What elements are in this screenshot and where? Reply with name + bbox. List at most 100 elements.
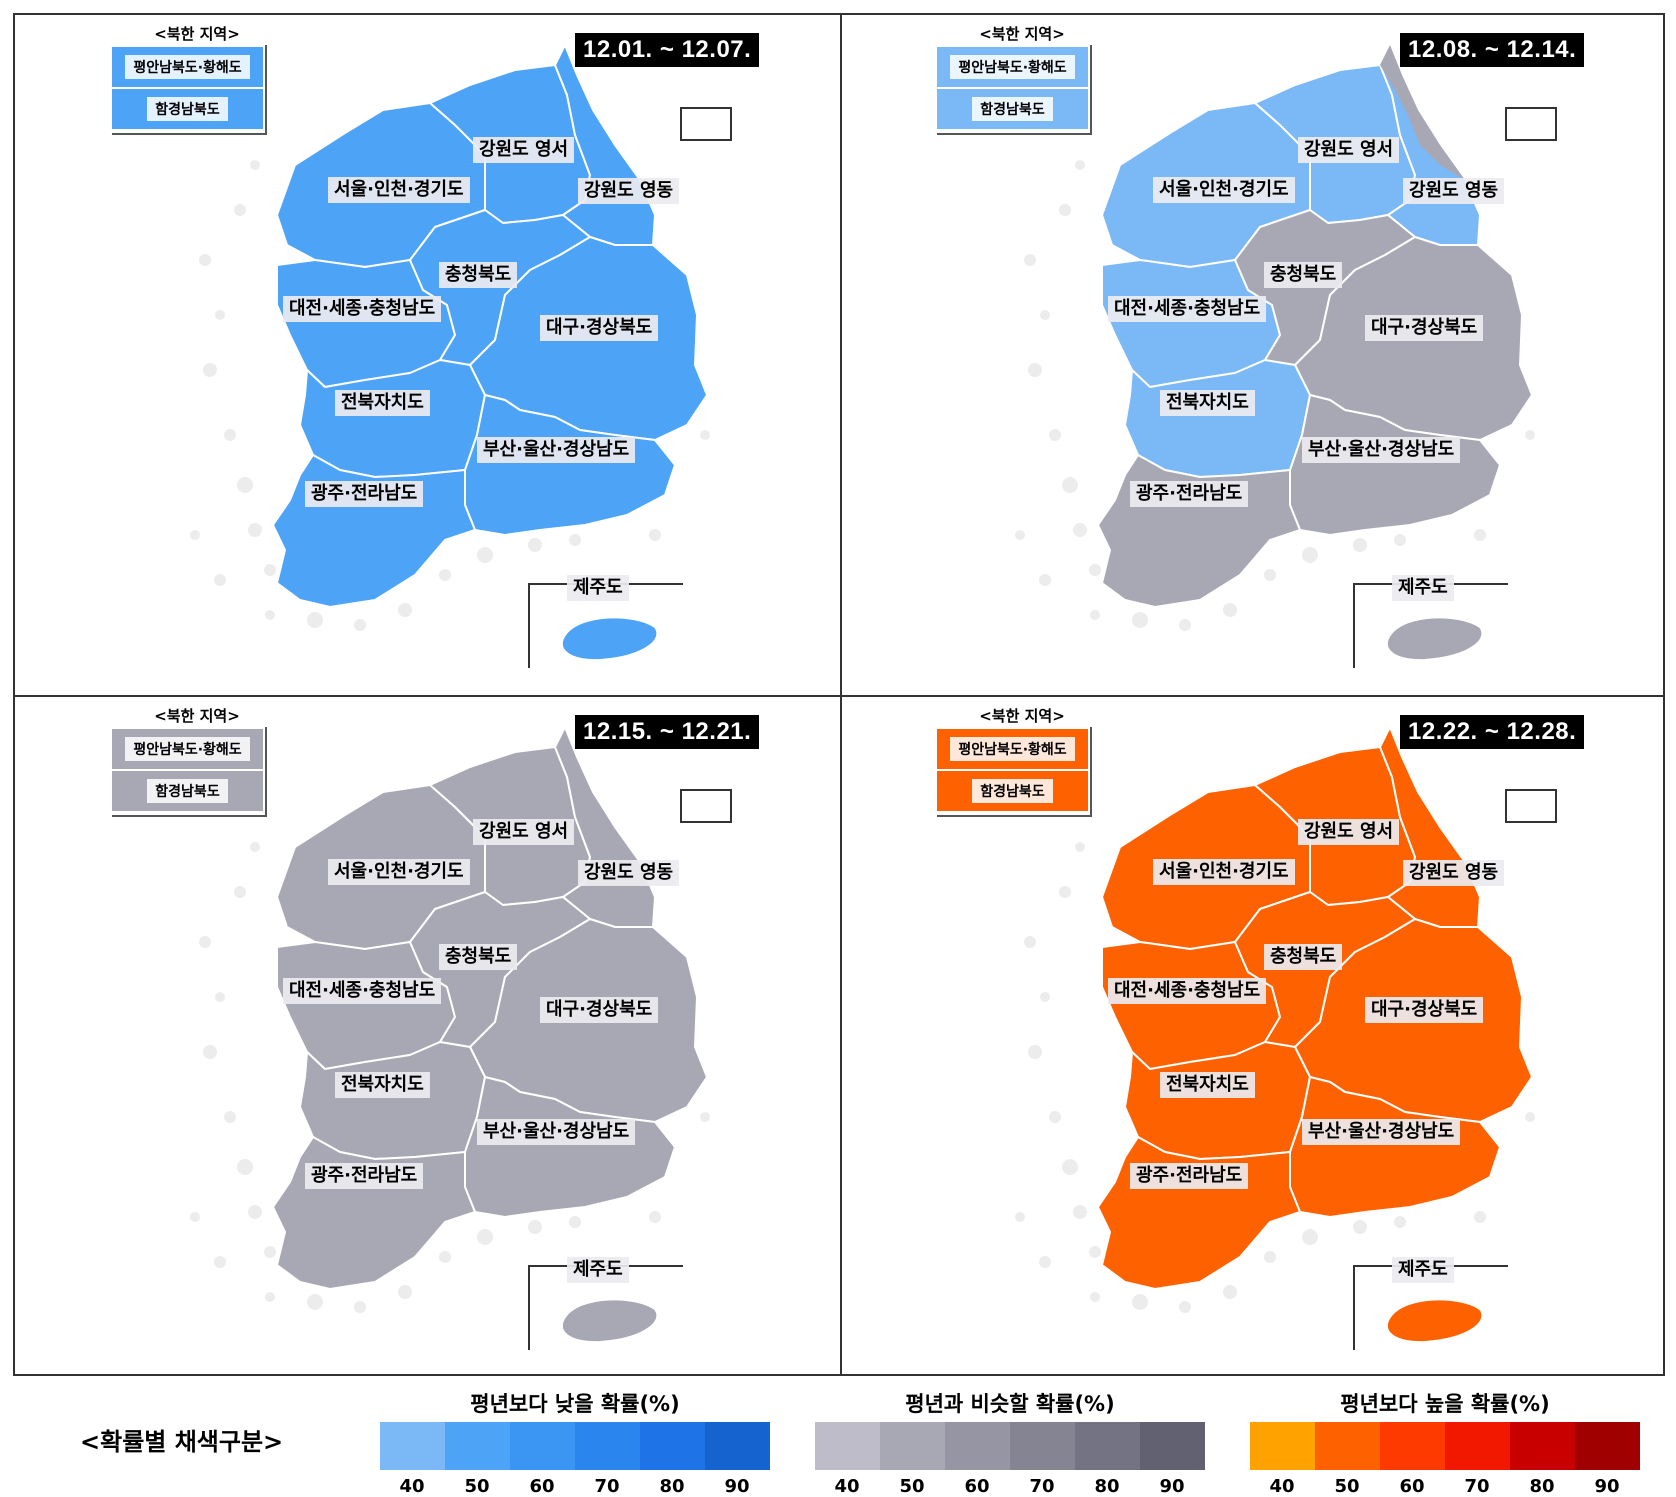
island-shape [214, 1256, 226, 1268]
legend-tick-label: 60 [529, 1476, 555, 1497]
ulleung-inset [680, 107, 732, 141]
legend: <확률별 채색구분> 평년보다 낮을 확률(%) 40 50 60 70 80 90 평년… [0, 1378, 1676, 1497]
north-korea-region-label: 평안남북도·황해도 [950, 55, 1075, 79]
region-label-jeonbuk: 전북자치도 [335, 390, 430, 416]
island-shape [1132, 612, 1148, 628]
legend-tick-label: 40 [399, 1476, 425, 1497]
island-shape [250, 842, 260, 852]
island-shape [1040, 310, 1050, 320]
island-shape [1474, 529, 1486, 541]
legend-group-title: 평년보다 높을 확률(%) [1340, 1392, 1550, 1416]
island-shape [264, 564, 276, 576]
island-shape [528, 1220, 542, 1234]
region-jeju [1385, 616, 1484, 662]
island-shape [439, 569, 451, 581]
legend-tick-label: 50 [899, 1476, 925, 1497]
region-label-gyeongnam: 부산·울산·경상남도 [1302, 437, 1461, 463]
island-shape [477, 547, 493, 563]
north-korea-separator [937, 87, 1088, 89]
region-label-seoul: 서울·인천·경기도 [328, 177, 470, 203]
legend-group-title: 평년과 비슷할 확률(%) [905, 1392, 1115, 1416]
island-shape [1090, 610, 1100, 620]
island-shape [307, 1294, 323, 1310]
island-shape [649, 529, 661, 541]
island-shape [1223, 1285, 1237, 1299]
region-label-jeonnam: 광주·전라남도 [1130, 481, 1249, 507]
island-shape [1525, 1112, 1535, 1122]
region-label-jeonbuk: 전북자치도 [335, 1072, 430, 1098]
legend-tick-label: 90 [1594, 1476, 1620, 1497]
island-shape [1075, 160, 1085, 170]
island-shape [265, 610, 275, 620]
legend-tick-label: 50 [464, 1476, 490, 1497]
legend-color-swatch [1010, 1422, 1075, 1470]
legend-color-swatch [445, 1422, 510, 1470]
legend-tick-label: 60 [964, 1476, 990, 1497]
region-jeonnam [272, 1136, 476, 1290]
region-label-jeonnam: 광주·전라남도 [305, 481, 424, 507]
legend-color-swatch [945, 1422, 1010, 1470]
north-korea-region: 함경남북도 [937, 771, 1088, 811]
north-korea-title: <북한 지역> [979, 25, 1065, 43]
region-label-gangwon-yeongdong: 강원도 영동 [578, 860, 680, 886]
period-label: 12.08. ~ 12.14. [1400, 33, 1585, 67]
legend-title: <확률별 채색구분> [80, 1428, 284, 1456]
forecast-map-panel: 12.22. ~ 12.28. <북한 지역> 평안남북도·황해도 함경남북도 강원도 … [840, 697, 1665, 1377]
island-shape [1394, 1216, 1406, 1228]
region-label-jeju: 제주도 [1392, 575, 1454, 601]
region-label-gyeongbuk: 대구·경상북도 [1365, 997, 1484, 1023]
island-shape [234, 886, 246, 898]
north-korea-region-label: 평안남북도·황해도 [950, 737, 1075, 761]
forecast-map-panel: 12.08. ~ 12.14. <북한 지역> 평안남북도·황해도 함경남북도 강원도 … [840, 15, 1665, 695]
region-label-chungnam: 대전·세종·충청남도 [1108, 978, 1267, 1004]
island-shape [203, 363, 217, 377]
region-label-jeonnam: 광주·전라남도 [305, 1163, 424, 1189]
island-shape [1474, 1211, 1486, 1223]
north-korea-title: <북한 지역> [154, 707, 240, 725]
legend-color-swatch [640, 1422, 705, 1470]
legend-color-bar [815, 1422, 1205, 1470]
period-label: 12.15. ~ 12.21. [575, 715, 760, 749]
legend-color-swatch [815, 1422, 880, 1470]
island-shape [1075, 842, 1085, 852]
island-shape [199, 936, 211, 948]
island-shape [1179, 1301, 1191, 1313]
region-label-chungbuk: 충청북도 [1264, 944, 1343, 970]
island-shape [248, 1205, 262, 1219]
region-label-chungnam: 대전·세종·충청남도 [283, 296, 442, 322]
legend-color-swatch [1510, 1422, 1575, 1470]
region-label-gangwon-yeongdong: 강원도 영동 [578, 178, 680, 204]
north-korea-region: 함경남북도 [112, 771, 263, 811]
island-shape [398, 1285, 412, 1299]
island-shape [1073, 1205, 1087, 1219]
island-shape [1049, 1111, 1061, 1123]
island-shape [354, 619, 366, 631]
island-shape [1353, 1220, 1367, 1234]
island-shape [1089, 1246, 1101, 1258]
region-label-gangwon-yeongseo: 강원도 영서 [473, 819, 575, 845]
island-shape [264, 1246, 276, 1258]
legend-group-similar: 평년과 비슷할 확률(%) 40 50 60 70 80 90 [815, 1388, 1205, 1497]
north-korea-separator [937, 769, 1088, 771]
region-label-jeju: 제주도 [567, 1257, 629, 1283]
island-shape [1179, 619, 1191, 631]
island-shape [265, 1292, 275, 1302]
north-korea-box: 평안남북도·황해도 함경남북도 [112, 45, 267, 135]
legend-color-swatch [1380, 1422, 1445, 1470]
region-label-chungbuk: 충청북도 [439, 262, 518, 288]
island-shape [528, 538, 542, 552]
island-shape [224, 429, 236, 441]
legend-color-swatch [1315, 1422, 1380, 1470]
region-label-gyeongbuk: 대구·경상북도 [540, 997, 659, 1023]
north-korea-region-label: 평안남북도·황해도 [125, 737, 250, 761]
north-korea-separator [112, 87, 263, 89]
island-shape [1059, 886, 1071, 898]
korea-map [1015, 726, 1535, 1344]
island-shape [1062, 477, 1078, 493]
island-shape [569, 1216, 581, 1228]
north-korea-region-label: 함경남북도 [147, 779, 228, 803]
island-shape [354, 1301, 366, 1313]
island-shape [199, 254, 211, 266]
